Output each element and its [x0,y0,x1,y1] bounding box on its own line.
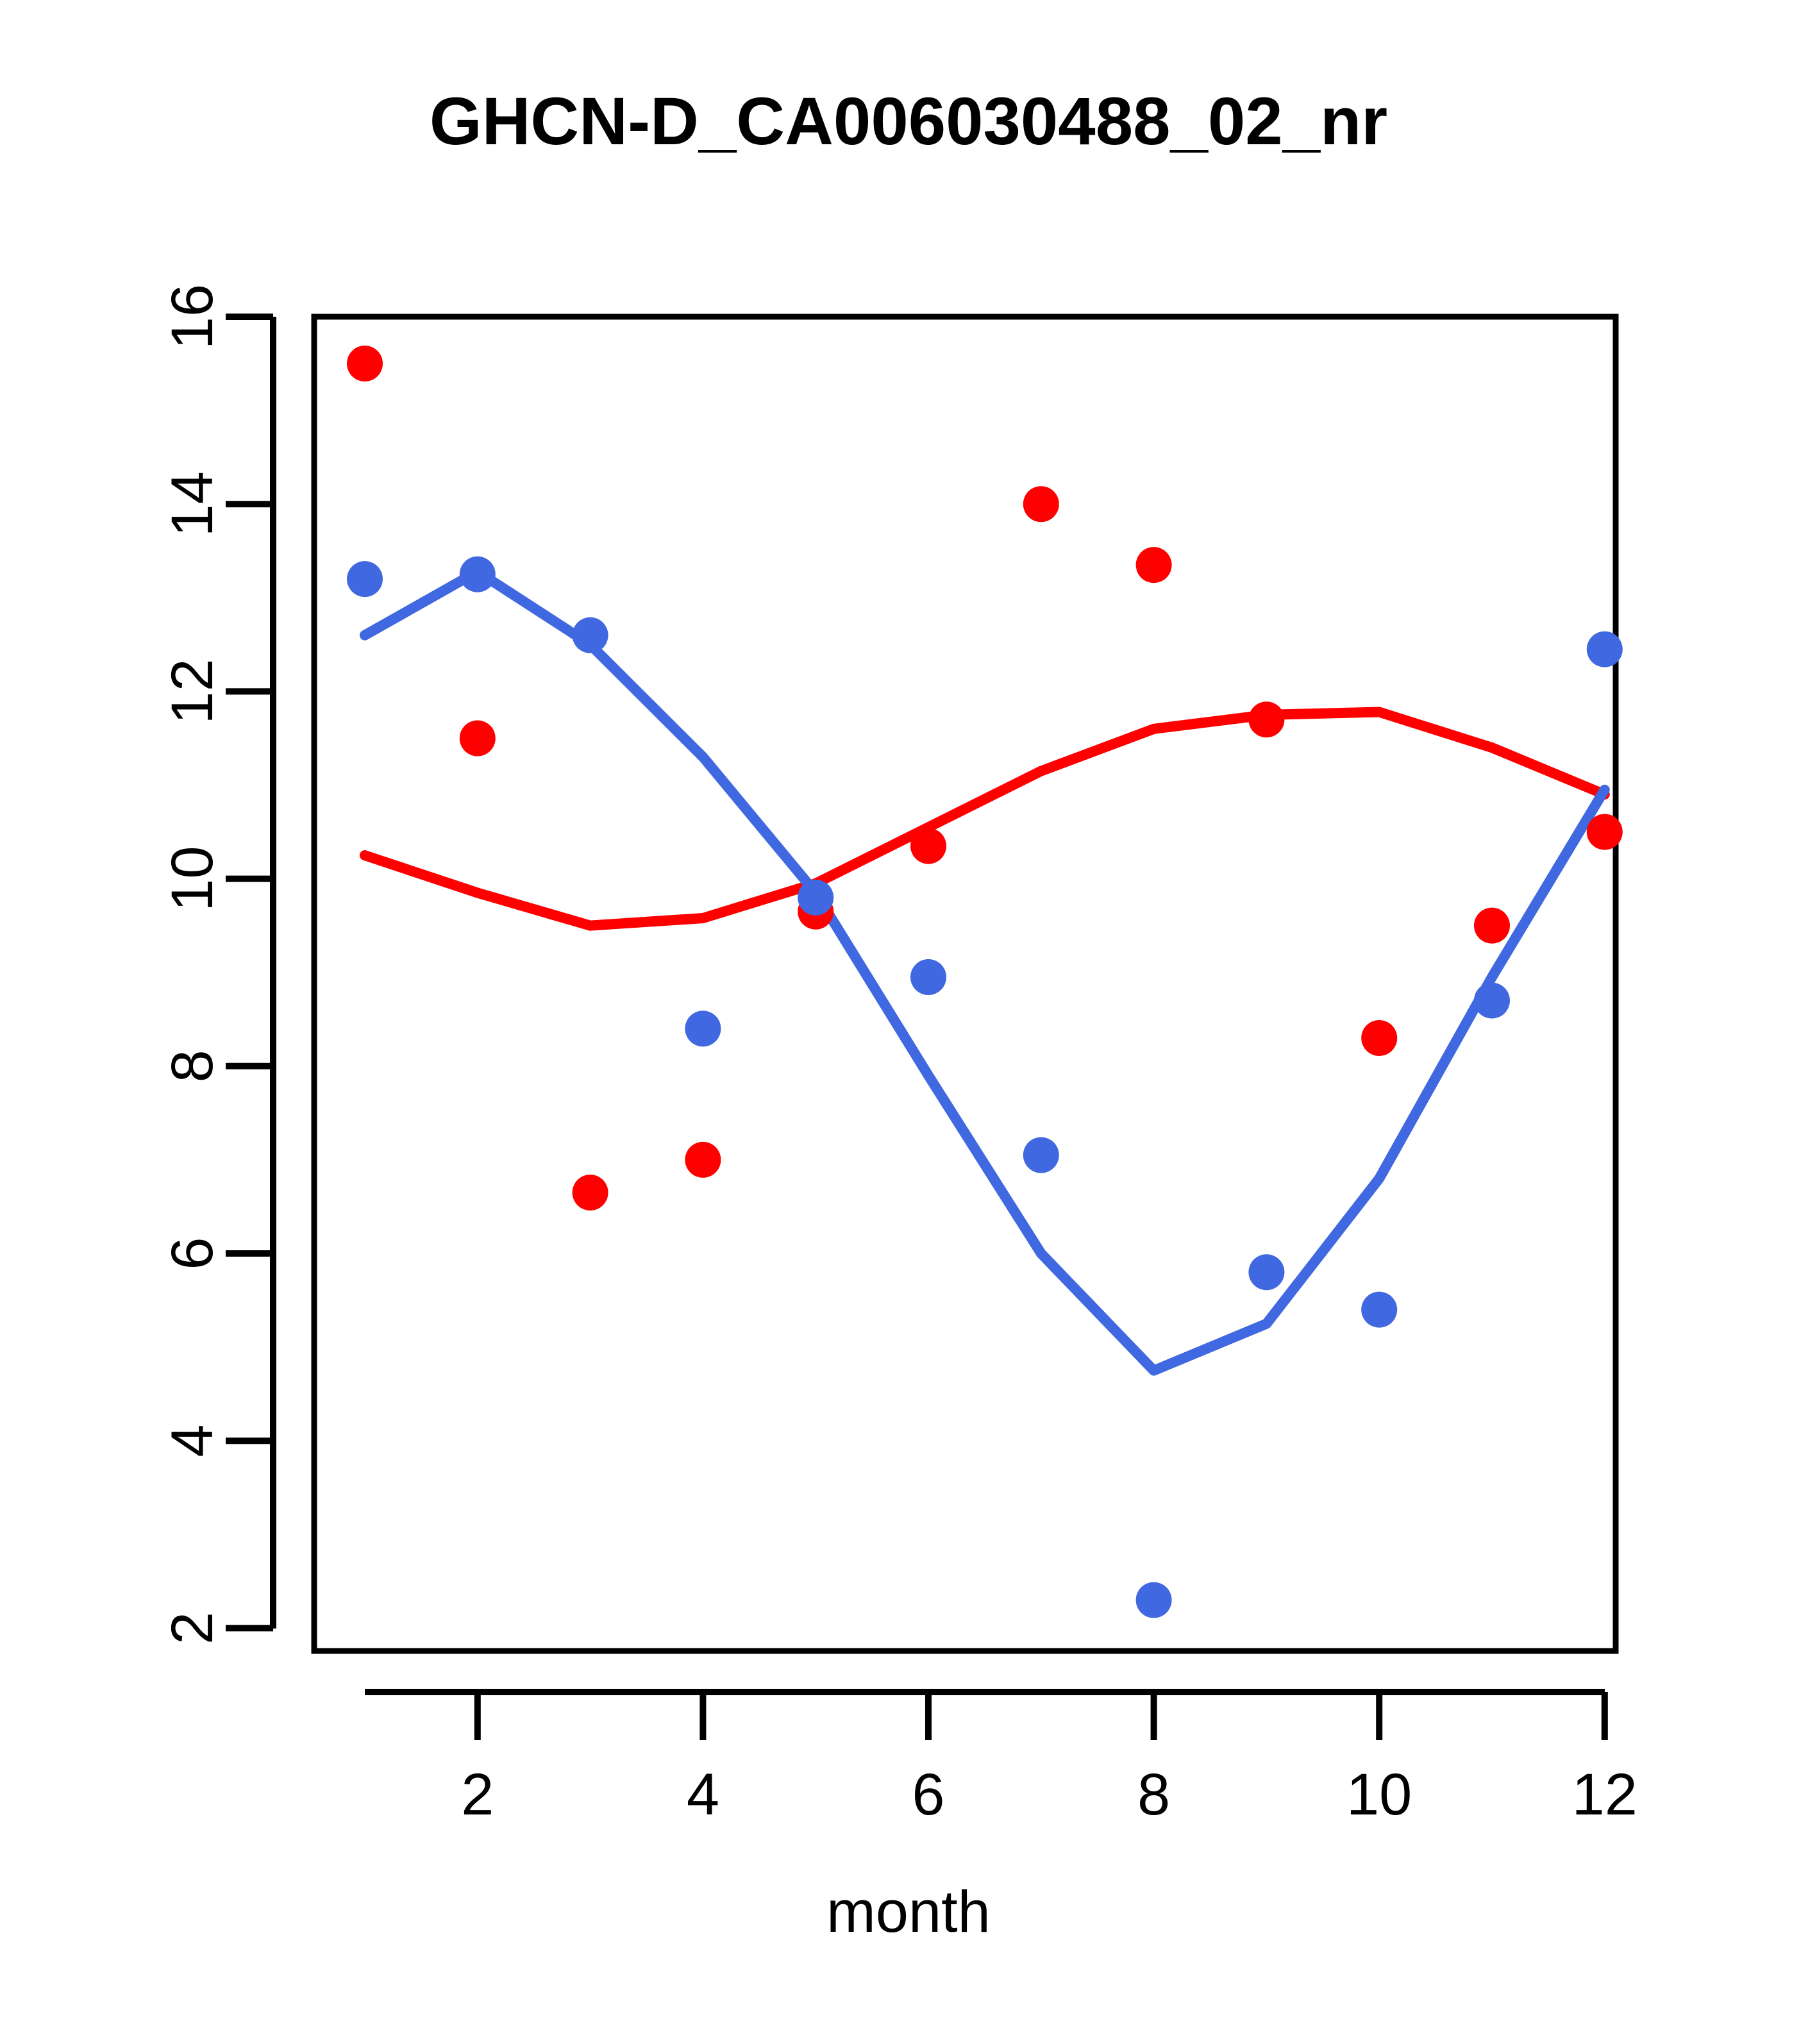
y-tick-label: 12 [160,658,225,724]
y-tick-label: 4 [160,1425,225,1457]
y-tick-label: 10 [160,846,225,911]
y-tick-label: 2 [160,1612,225,1645]
data-point [1135,547,1172,583]
x-axis: 2 4 6 8 10 12 [365,1689,1637,1827]
data-point [685,1141,721,1178]
data-point [1248,1254,1285,1291]
x-tick-label: 4 [687,1762,719,1827]
x-axis-tick-labels: 2 4 6 8 10 12 [461,1762,1637,1827]
y-tick-label: 14 [160,471,225,537]
x-tick-label: 2 [461,1762,494,1827]
data-point [572,1175,608,1211]
data-point [798,879,834,916]
data-point [910,959,946,996]
y-axis-tick-labels: 2 4 6 8 10 12 14 16 [160,284,225,1645]
data-point [347,561,383,598]
data-points-layer [347,346,1623,1618]
data-point [1474,907,1510,944]
x-tick-label: 8 [1137,1762,1170,1827]
page-title: GHCN-D_CA006030488_02_nr [429,84,1388,159]
y-tick-label: 16 [160,284,225,349]
y-tick-label: 6 [160,1237,225,1269]
data-point [1023,1137,1059,1173]
data-point [1474,982,1510,1019]
data-point [1361,1019,1398,1056]
x-tick-label: 12 [1572,1762,1637,1827]
red-smooth-line [360,707,1610,931]
data-point [910,828,946,864]
data-point [459,720,496,757]
blue-points [347,556,1623,1618]
data-point [1023,486,1059,523]
data-point [572,617,608,653]
data-point [1135,1582,1172,1618]
x-tick-label: 10 [1346,1762,1412,1827]
data-point [1586,631,1623,667]
x-axis-ticks [474,1692,1608,1740]
data-point [347,346,383,382]
blue-smooth-line [360,566,1610,1376]
data-point [685,1010,721,1047]
x-axis-label: month [826,1879,991,1945]
data-point [1586,814,1623,850]
data-point [459,556,496,592]
y-axis-ticks [226,314,273,1632]
y-axis: 2 4 6 8 10 12 14 16 [160,284,276,1645]
trend-lines-layer [360,566,1610,1376]
y-tick-label: 8 [160,1050,225,1082]
x-tick-label: 6 [912,1762,944,1827]
plot-frame [311,314,1619,1654]
data-point [1361,1291,1398,1328]
data-point [1248,701,1285,738]
